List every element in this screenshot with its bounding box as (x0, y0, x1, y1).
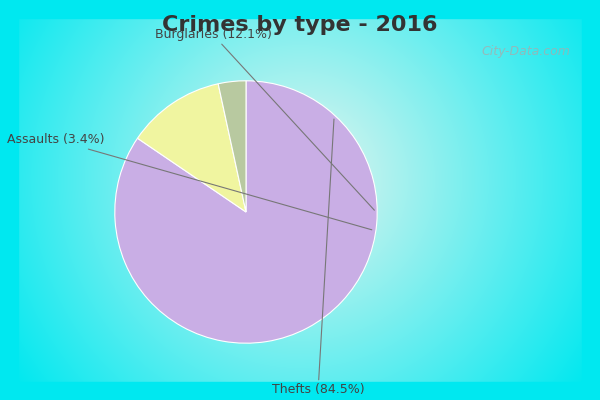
Wedge shape (115, 81, 377, 343)
Wedge shape (218, 81, 246, 212)
Text: City-Data.com: City-Data.com (481, 45, 570, 58)
Text: Thefts (84.5%): Thefts (84.5%) (272, 119, 364, 396)
Text: Burglaries (12.1%): Burglaries (12.1%) (155, 28, 374, 210)
Text: Crimes by type - 2016: Crimes by type - 2016 (162, 15, 438, 35)
Wedge shape (137, 84, 246, 212)
Text: Assaults (3.4%): Assaults (3.4%) (7, 133, 372, 230)
